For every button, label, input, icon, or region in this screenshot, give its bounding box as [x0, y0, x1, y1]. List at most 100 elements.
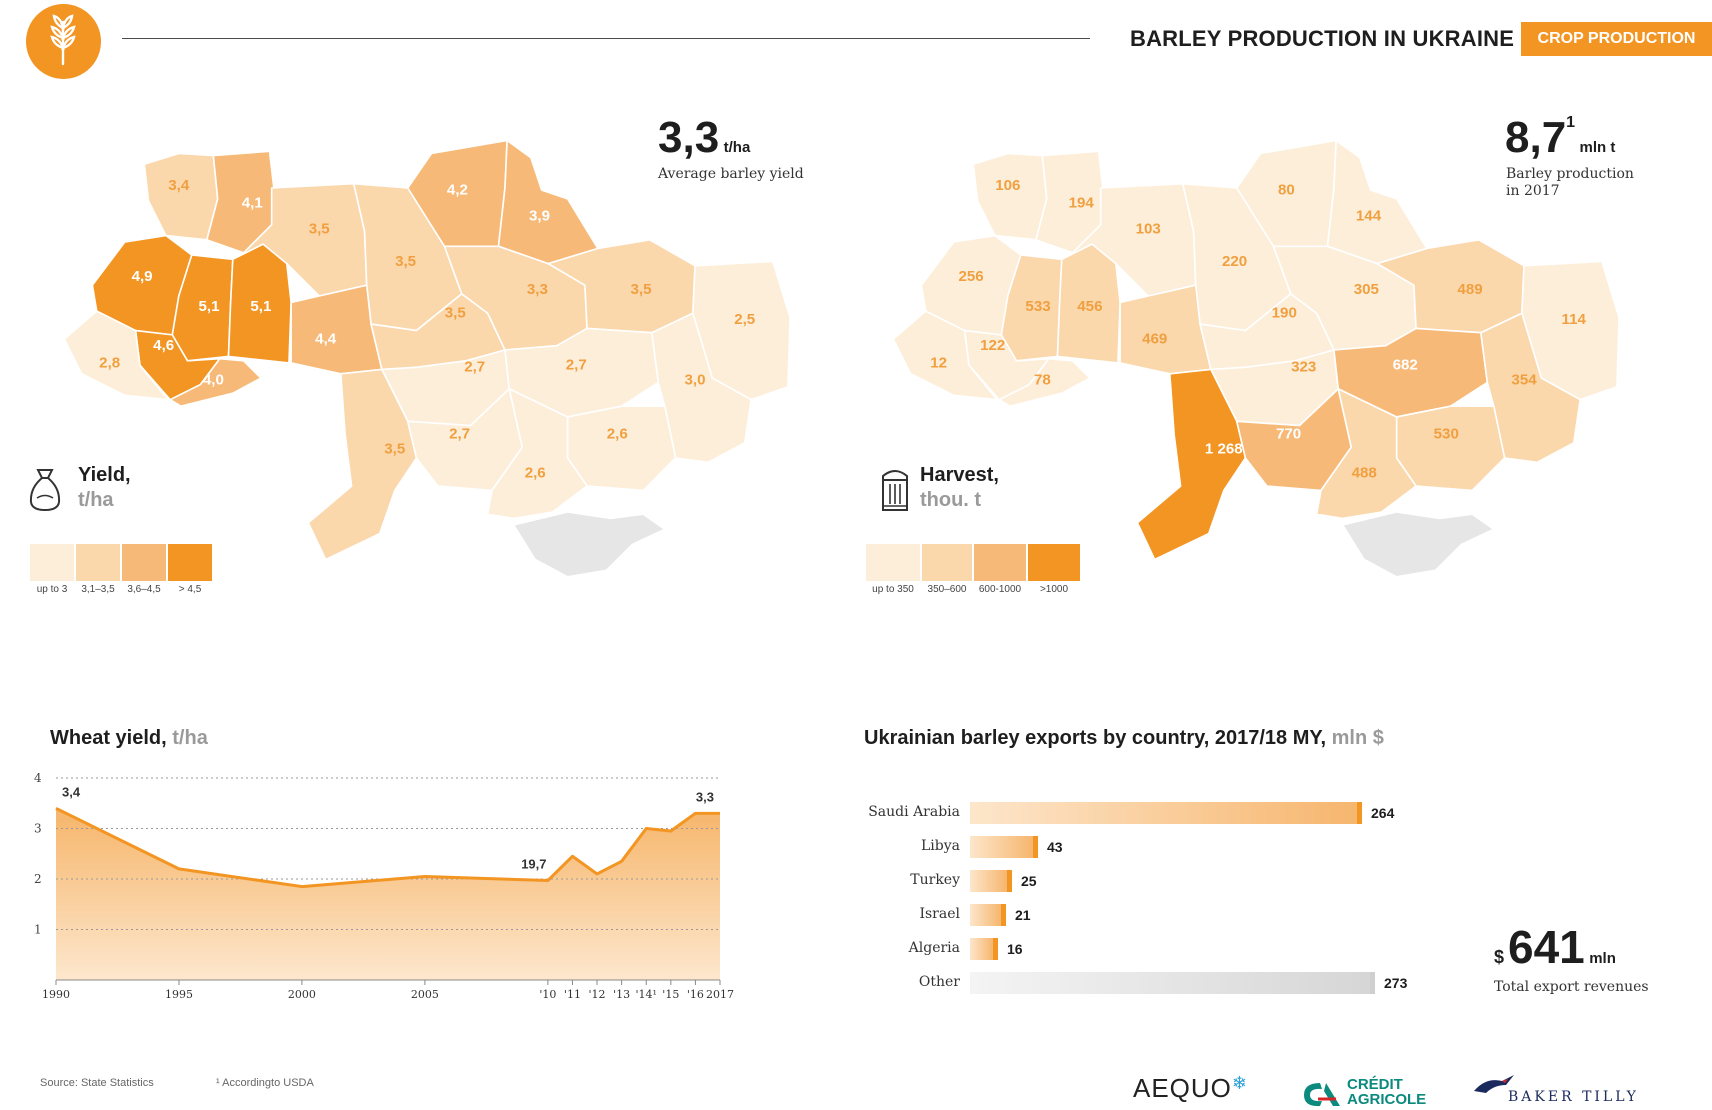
exports-chart-title-text: Ukrainian barley exports by country, 201…	[864, 727, 1327, 749]
total-value: 641	[1508, 921, 1585, 973]
production-caption-2: in 2017	[1506, 183, 1560, 199]
yield-map: 3,4 4,1 3,5 3,5 4,2 3,9 4,9 5,1 5,1 4,6 2,8 4,0 4,4 3…	[63, 139, 791, 578]
x-tick-label: '11	[564, 988, 581, 1001]
exports-chart-title-unit: mln $	[1331, 727, 1384, 749]
page-title: BARLEY PRODUCTION IN UKRAINE	[1130, 26, 1515, 51]
region-khmelnytskyi	[227, 243, 292, 364]
bar-saudi-arabia	[970, 802, 1362, 824]
region-value-kirovohrad: 323	[1291, 359, 1316, 376]
region-value-dnipropetrovsk: 2,7	[566, 356, 587, 373]
snowflake-icon: ❄	[1231, 1073, 1249, 1093]
legend-swatch-2	[974, 544, 1026, 581]
region-sumy	[497, 139, 599, 265]
region-odesa	[307, 368, 418, 561]
region-value-ternopil: 533	[1025, 298, 1050, 315]
region-value-lviv: 4,9	[132, 268, 153, 285]
ca-logo-line2: AGRICOLE	[1347, 1091, 1427, 1108]
legend-label-2: 600-1000	[978, 584, 1022, 595]
region-value-luhansk: 2,5	[734, 311, 755, 328]
region-value-dnipropetrovsk: 682	[1393, 356, 1418, 373]
bar-israel	[970, 904, 1006, 926]
region-zakarpattia	[63, 310, 169, 401]
region-value-odesa: 3,5	[384, 441, 405, 458]
region-zaporizhzhia	[566, 405, 677, 492]
production-caption-1: Barley production	[1506, 166, 1634, 182]
x-tick-label: 1995	[165, 988, 193, 1001]
x-tick-label: 2017	[706, 988, 734, 1001]
yield-area	[56, 808, 720, 980]
region-value-ivano-frankivsk: 4,6	[153, 337, 174, 354]
bar-libya	[970, 836, 1038, 858]
legend-swatch-1	[76, 544, 120, 581]
region-value-chernivtsi: 4,0	[203, 372, 224, 389]
legend-swatch-1	[922, 544, 972, 581]
avg-yield-unit: t/ha	[723, 139, 751, 156]
region-value-poltava: 3,3	[527, 281, 548, 298]
region-value-cherkasy: 3,5	[445, 305, 466, 322]
legend-label-3: > 4,5	[178, 584, 202, 595]
legend-swatch-3	[168, 544, 212, 581]
region-value-vinnytsia: 469	[1142, 331, 1167, 348]
crimea-region	[512, 511, 667, 578]
region-value-kyiv: 220	[1222, 253, 1247, 270]
legend-swatch-3	[1028, 544, 1080, 581]
region-sumy	[1326, 139, 1428, 265]
header-rule	[122, 38, 1090, 39]
y-tick-4: 4	[34, 771, 42, 785]
exports-chart-title: Ukrainian barley exports by country, 201…	[864, 727, 1384, 750]
yield-label: Yield,	[78, 464, 131, 486]
footnote-mark: ¹	[216, 1077, 220, 1089]
legend-swatch-2	[122, 544, 166, 581]
baker-tilly-text: BAKER TILLY	[1508, 1089, 1639, 1105]
footnote: ¹ Accordingto USDA	[216, 1077, 314, 1089]
region-value-kharkiv: 489	[1457, 281, 1482, 298]
legend-swatch-0	[30, 544, 74, 581]
bar-category-label: Israel	[919, 906, 960, 922]
bar-category-label: Other	[918, 974, 960, 990]
harvest-label: Harvest,	[920, 464, 999, 486]
region-value-chernihiv: 80	[1278, 181, 1295, 198]
region-donetsk	[1480, 312, 1582, 464]
region-donetsk	[651, 312, 753, 464]
region-zaporizhzhia	[1395, 405, 1506, 492]
region-odesa	[1136, 368, 1247, 561]
region-value-sumy: 144	[1356, 207, 1382, 224]
region-value-ternopil: 5,1	[199, 298, 220, 315]
region-value-zaporizhzhia: 530	[1434, 426, 1459, 443]
region-value-chernihiv: 4,2	[447, 181, 468, 198]
bar-value-saudi-arabia: 264	[1371, 805, 1395, 821]
region-value-donetsk: 3,0	[685, 372, 706, 389]
legend-label-3: >1000	[1039, 584, 1069, 595]
y-tick-1: 1	[34, 923, 42, 937]
region-value-zakarpattia: 12	[930, 354, 947, 371]
region-value-kharkiv: 3,5	[631, 281, 652, 298]
total-currency: $	[1494, 947, 1505, 967]
bar-value-algeria: 16	[1007, 941, 1023, 957]
bar-algeria	[970, 938, 998, 960]
total-unit: mln	[1589, 950, 1616, 967]
bar-category-label: Turkey	[910, 872, 960, 888]
bar-category-label: Saudi Arabia	[868, 804, 960, 820]
region-value-khmelnytskyi: 456	[1077, 298, 1102, 315]
avg-yield-stat: 3,3 t/ha	[658, 116, 750, 160]
header-logo	[26, 4, 101, 79]
region-khmelnytskyi	[1056, 243, 1121, 364]
bar-other	[970, 972, 1375, 994]
legend-label-2: 3,6–4,5	[127, 584, 161, 595]
region-value-volyn: 106	[995, 177, 1020, 194]
y-tick-3: 3	[34, 822, 42, 836]
aequo-logo-text: AEQUO	[1133, 1073, 1232, 1103]
legend-swatch-0	[866, 544, 920, 581]
wheat-icon	[50, 14, 76, 66]
region-value-zhytomyr: 103	[1136, 220, 1161, 237]
region-kherson	[486, 388, 588, 520]
region-value-kherson: 2,6	[525, 464, 546, 481]
x-tick-label: '10	[539, 988, 556, 1001]
bird-icon	[1474, 1075, 1514, 1093]
region-value-poltava: 305	[1354, 281, 1379, 298]
region-value-lviv: 256	[958, 268, 983, 285]
total-caption: Total export revenues	[1494, 979, 1649, 995]
aequo-logo: AEQUO❄	[1133, 1073, 1248, 1104]
region-value-cherkasy: 190	[1272, 305, 1297, 322]
region-value-mykolaiv: 770	[1276, 426, 1301, 443]
